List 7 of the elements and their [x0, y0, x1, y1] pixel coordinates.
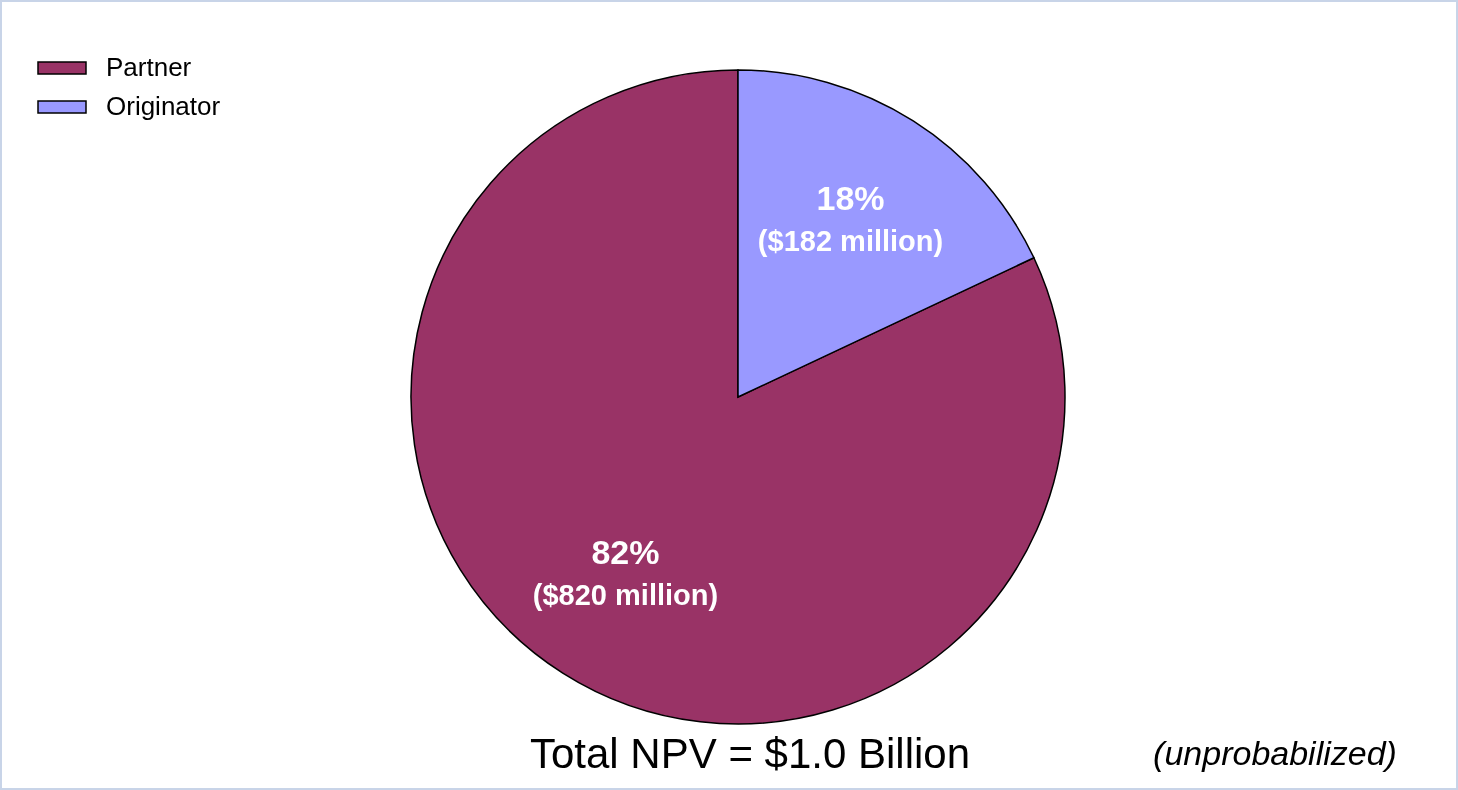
text: 18% ($182 million) [757, 178, 944, 257]
text: (unprobabilized) [1153, 734, 1397, 772]
legend-label: Originator [106, 91, 221, 121]
text: 82% ($820 million) [532, 533, 719, 612]
text: Total NPV = $1.0 Billion [529, 730, 971, 777]
legend-label: Partner [106, 52, 192, 82]
pie-slice [410, 69, 1066, 725]
